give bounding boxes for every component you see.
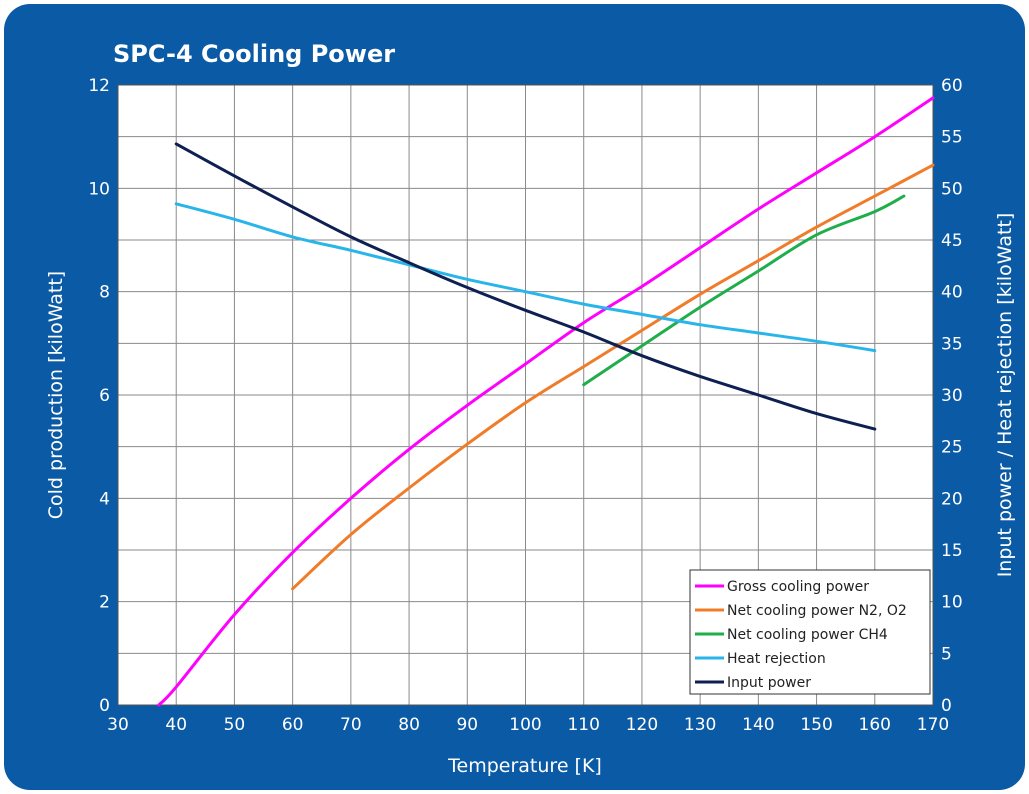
series-line-gross-cooling-power <box>157 96 935 707</box>
series-line-net-cooling-power-n2-o2 <box>291 163 935 591</box>
y2-tick-label: 45 <box>941 231 963 251</box>
legend-label-input-power: Input power <box>727 675 811 691</box>
y2-tick-label: 20 <box>941 489 963 509</box>
y2-tick-label: 30 <box>941 386 963 406</box>
x-tick-label: 50 <box>224 715 246 735</box>
legend-label-heat-rejection: Heat rejection <box>727 651 826 667</box>
y2-axis-title: Input power / Heat rejection [kiloWatt] <box>994 213 1016 578</box>
x-tick-label: 120 <box>626 715 658 735</box>
x-tick-label: 40 <box>165 715 187 735</box>
y2-tick-label: 60 <box>941 76 963 96</box>
x-axis-title: Temperature [K] <box>447 755 602 777</box>
y2-tick-label: 50 <box>941 179 963 199</box>
y2-axis-ticks: 0 5 10 15 20 25 30 35 40 45 50 55 60 <box>941 76 963 716</box>
y-axis-ticks: 0 2 4 6 8 10 12 <box>88 76 110 716</box>
y-tick-label: 10 <box>88 179 110 199</box>
y-tick-label: 2 <box>99 593 110 613</box>
y2-tick-label: 55 <box>941 128 963 148</box>
series-lines <box>157 96 935 707</box>
y2-tick-label: 40 <box>941 283 963 303</box>
x-tick-label: 30 <box>107 715 129 735</box>
series-line-heat-rejection <box>174 202 877 353</box>
x-tick-label: 170 <box>917 715 949 735</box>
x-tick-label: 60 <box>282 715 304 735</box>
x-tick-label: 150 <box>800 715 832 735</box>
y-tick-label: 6 <box>99 386 110 406</box>
x-axis-ticks: 30 40 50 60 70 80 90 100 110 120 130 140 150 160 170 <box>107 715 949 735</box>
y-tick-label: 8 <box>99 283 110 303</box>
legend-label-gross-cooling-power: Gross cooling power <box>727 579 869 595</box>
y2-tick-label: 35 <box>941 334 963 354</box>
y-tick-label: 12 <box>88 76 110 96</box>
series-line-input-power <box>174 142 877 431</box>
series-line-net-cooling-power-ch4 <box>582 194 906 387</box>
plot-border <box>117 84 934 706</box>
x-tick-label: 130 <box>684 715 716 735</box>
y2-tick-label: 25 <box>941 438 963 458</box>
x-tick-label: 100 <box>509 715 541 735</box>
y2-tick-label: 0 <box>941 696 952 716</box>
x-tick-label: 70 <box>340 715 362 735</box>
x-tick-label: 160 <box>859 715 891 735</box>
legend: Gross cooling power Net cooling power N2,… <box>689 569 931 695</box>
chart-title: SPC-4 Cooling Power <box>113 40 395 68</box>
x-tick-label: 110 <box>567 715 599 735</box>
y-axis-title: Cold production [kiloWatt] <box>45 271 67 519</box>
x-tick-label: 140 <box>742 715 774 735</box>
y-tick-label: 0 <box>99 696 110 716</box>
y2-tick-label: 10 <box>941 593 963 613</box>
x-tick-label: 90 <box>456 715 478 735</box>
y2-tick-label: 15 <box>941 541 963 561</box>
y2-tick-label: 5 <box>941 644 952 664</box>
x-tick-label: 80 <box>398 715 420 735</box>
legend-label-net-cooling-power-n2-o2: Net cooling power N2, O2 <box>727 603 907 619</box>
legend-box <box>689 569 931 695</box>
y-tick-label: 4 <box>99 489 110 509</box>
legend-label-net-cooling-power-ch4: Net cooling power CH4 <box>727 627 888 643</box>
